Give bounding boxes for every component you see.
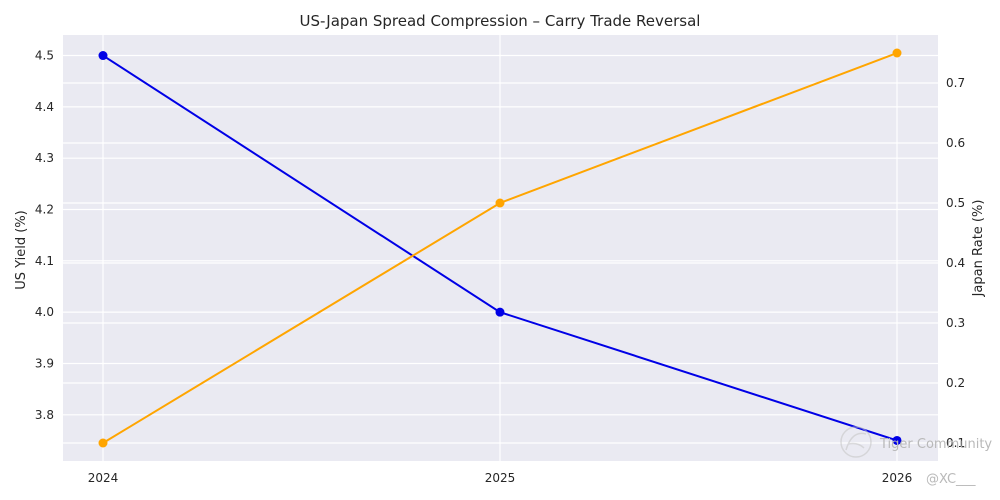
y-tick-label-right: 0.5	[946, 196, 965, 210]
grid	[63, 35, 938, 461]
ticks-group: 2024 2025 2026 3.8 3.9 4.0 4.1 4.2 4.3 4.4 4.5 0.1 0…	[35, 49, 965, 485]
watermark-text: Tiger Community	[879, 437, 992, 452]
y-tick-label-left: 4.3	[35, 151, 54, 165]
y-tick-label-right: 0.3	[946, 316, 965, 330]
y-axis-left-label: US Yield (%)	[14, 210, 29, 289]
y-tick-label-left: 4.5	[35, 49, 54, 63]
x-tick-label: 2025	[485, 471, 516, 485]
series-group	[98, 48, 902, 448]
y-tick-label-right: 0.1	[946, 436, 965, 450]
y-tick-label-right: 0.6	[946, 136, 965, 150]
y-tick-label-left: 4.0	[35, 305, 54, 319]
watermark-handle: @XC___	[926, 472, 976, 487]
y-tick-label-right: 0.2	[946, 376, 965, 390]
y-tick-label-right: 0.4	[946, 256, 965, 270]
y-tick-label-left: 3.9	[35, 356, 54, 370]
y-tick-label-left: 4.4	[35, 100, 54, 114]
data-point-japan-rate	[495, 198, 505, 208]
y-axis-right-label: Japan Rate (%)	[971, 200, 986, 298]
y-tick-label-left: 4.1	[35, 254, 54, 268]
y-tick-label-left: 4.2	[35, 203, 54, 217]
data-point-japan-rate	[892, 48, 902, 58]
data-point-us-yield	[98, 51, 108, 61]
chart-title: US-Japan Spread Compression – Carry Trad…	[300, 12, 701, 30]
data-point-us-yield	[892, 435, 902, 445]
y-tick-label-left: 3.8	[35, 408, 54, 422]
data-point-us-yield	[495, 307, 505, 317]
x-tick-label: 2026	[882, 471, 913, 485]
tiger-logo-icon	[840, 426, 872, 458]
data-point-japan-rate	[98, 438, 108, 448]
y-tick-label-right: 0.7	[946, 76, 965, 90]
x-tick-label: 2024	[88, 471, 119, 485]
watermark: Tiger Community @XC___	[840, 426, 992, 487]
